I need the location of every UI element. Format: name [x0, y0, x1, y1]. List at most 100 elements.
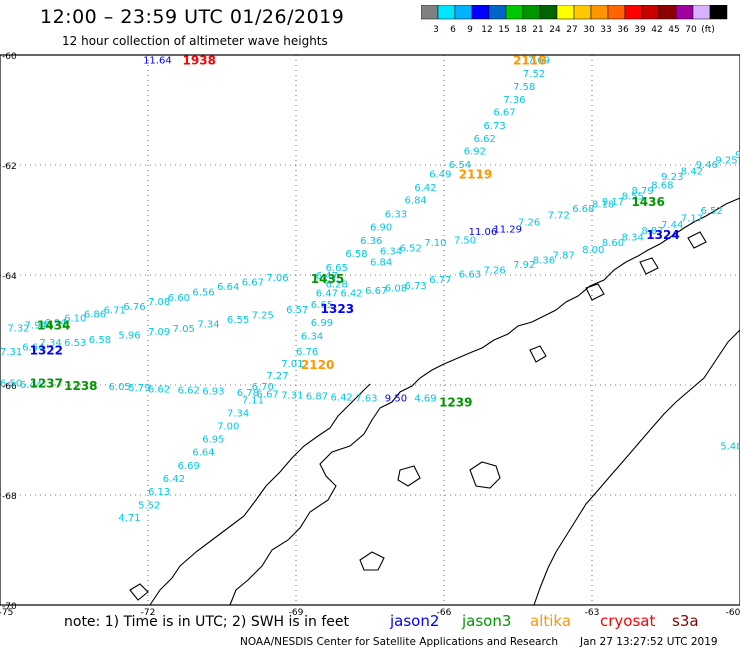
swh-label: 6.93 [202, 387, 224, 398]
swh-label: 6.67 [257, 389, 279, 400]
pass-time-label: 1435 [311, 272, 344, 286]
pass-time-label: 1324 [646, 228, 679, 242]
swh-label: 6.05 [109, 382, 131, 393]
swh-label: 7.01 [281, 359, 303, 370]
swh-label: 7.63 [355, 394, 377, 405]
swh-label: 6.92 [464, 147, 486, 158]
swh-label: 8.42 [681, 167, 703, 178]
swh-label: 6.52 [701, 206, 723, 217]
swh-label: 7.27 [266, 371, 288, 382]
swh-label: 6.70 [252, 382, 274, 393]
pass-time-label: 1436 [631, 195, 664, 209]
swh-label: 6.90 [370, 223, 392, 234]
island-coast-7 [129, 583, 149, 601]
swh-label: 7.32 [7, 323, 29, 334]
swh-label: 6.13 [148, 487, 170, 498]
swh-label: 7.26 [483, 266, 505, 277]
satellite-legend-jason3: jason3 [461, 612, 511, 630]
swh-label: 6.42 [414, 183, 436, 194]
satellite-legend-s3a: s3a [672, 612, 699, 630]
swh-label: 7.72 [548, 211, 570, 222]
swh-label: 6.34 [301, 332, 323, 343]
swh-label: 6.42 [340, 289, 362, 300]
swh-label: 5.79 [128, 383, 150, 394]
swh-label: 6.76 [123, 302, 145, 313]
satellite-legend-altika: altika [530, 612, 571, 630]
swh-label: 6.84 [405, 196, 427, 207]
satellite-legend-jason2: jason2 [389, 612, 439, 630]
swh-label: 6.62 [178, 385, 200, 396]
lon-label: -75 [0, 608, 13, 618]
island-coast-8 [359, 551, 385, 571]
swh-label: 6.62 [474, 134, 496, 145]
wave-height-color-scale: 3 6 9 12 15 18 21 24 27 30 33 36 39 42 45 70 (ft) [421, 5, 728, 35]
pass-time-label: 1238 [64, 379, 97, 393]
swh-label: 7.87 [553, 251, 575, 262]
swh-label: 4.69 [414, 394, 436, 405]
coastline [129, 197, 740, 606]
lat-label: -64 [2, 272, 17, 282]
swh-label: 7.44 [661, 220, 683, 231]
lon-label: -60 [726, 608, 740, 618]
legend-footer: note: 1) Time is in UTC; 2) SWH is in fe… [64, 612, 718, 648]
swh-label: 6.58 [345, 249, 367, 260]
swh-label: 6.54 [449, 160, 471, 171]
swh-label: 7.31 [281, 390, 303, 401]
swh-label: 6.86 [84, 310, 106, 321]
swh-label: 6.95 [202, 434, 224, 445]
swh-label: 6.42 [163, 474, 185, 485]
scale-label: 6 [450, 25, 456, 35]
scale-label: 21 [532, 25, 543, 35]
swh-label: 6.44 [20, 380, 42, 391]
swh-label: 8.36 [533, 256, 555, 267]
scale-label: 24 [549, 25, 561, 35]
swh-label: 6.67 [365, 286, 387, 297]
swh-label: 4.71 [118, 513, 140, 524]
swh-label: 8.55 [622, 191, 644, 202]
swh-label: 5.96 [118, 330, 140, 341]
graticule [0, 55, 740, 605]
swh-label: 7.50 [454, 235, 476, 246]
pass-time-label: 1938 [183, 53, 216, 67]
swh-label: 7.25 [252, 311, 274, 322]
pass-time-label: 2119 [459, 167, 492, 181]
swh-label: 6.65 [326, 263, 348, 274]
island-coast-1 [469, 461, 501, 489]
swh-label: 7.52 [523, 69, 545, 80]
scale-label: 70 [685, 25, 697, 35]
credit-text: NOAA/NESDIS Center for Satellite Applica… [240, 636, 558, 648]
swh-label: 9.5 [735, 150, 740, 161]
swh-label: 7.08 [148, 297, 170, 308]
swh-label: 9.23 [661, 172, 683, 183]
swh-label: 6.58 [89, 335, 111, 346]
swh-label: 6.57 [286, 305, 308, 316]
swh-label: 6.60 [168, 293, 190, 304]
lon-label: -66 [437, 608, 452, 618]
swh-label: 7.58 [513, 82, 535, 93]
swh-label: 6.56 [192, 288, 214, 299]
swh-label: 7.00 [217, 422, 239, 433]
map-frame [0, 54, 740, 606]
swh-label: 6.47 [316, 289, 338, 300]
scale-label: 3 [433, 25, 439, 35]
swh-label: 6.34 [380, 246, 402, 257]
swh-label: 7.10 [424, 238, 446, 249]
swh-label: 6.47 [316, 271, 338, 282]
swh-label: 7.36 [503, 95, 525, 106]
timestamp-text: Jan 27 13:27:52 UTC 2019 [579, 636, 718, 648]
swh-label: 6.64 [217, 282, 239, 293]
swh-label: 6.94 [44, 318, 66, 329]
pass-time-label: 1322 [30, 343, 63, 357]
swh-label: 6.53 [64, 338, 86, 349]
scale-swatch [709, 5, 728, 20]
swh-label: 6.67 [493, 108, 515, 119]
swh-label: 7.31 [0, 347, 22, 358]
scale-label: 30 [583, 25, 595, 35]
swh-label: 8.18 [592, 200, 614, 211]
swh-label: 6.50 [0, 378, 22, 389]
swh-label: 6.10 [64, 313, 86, 324]
swh-label: 6.87 [306, 391, 328, 402]
swh-label: 6.99 [311, 318, 333, 329]
swh-label: 6.77 [429, 275, 451, 286]
